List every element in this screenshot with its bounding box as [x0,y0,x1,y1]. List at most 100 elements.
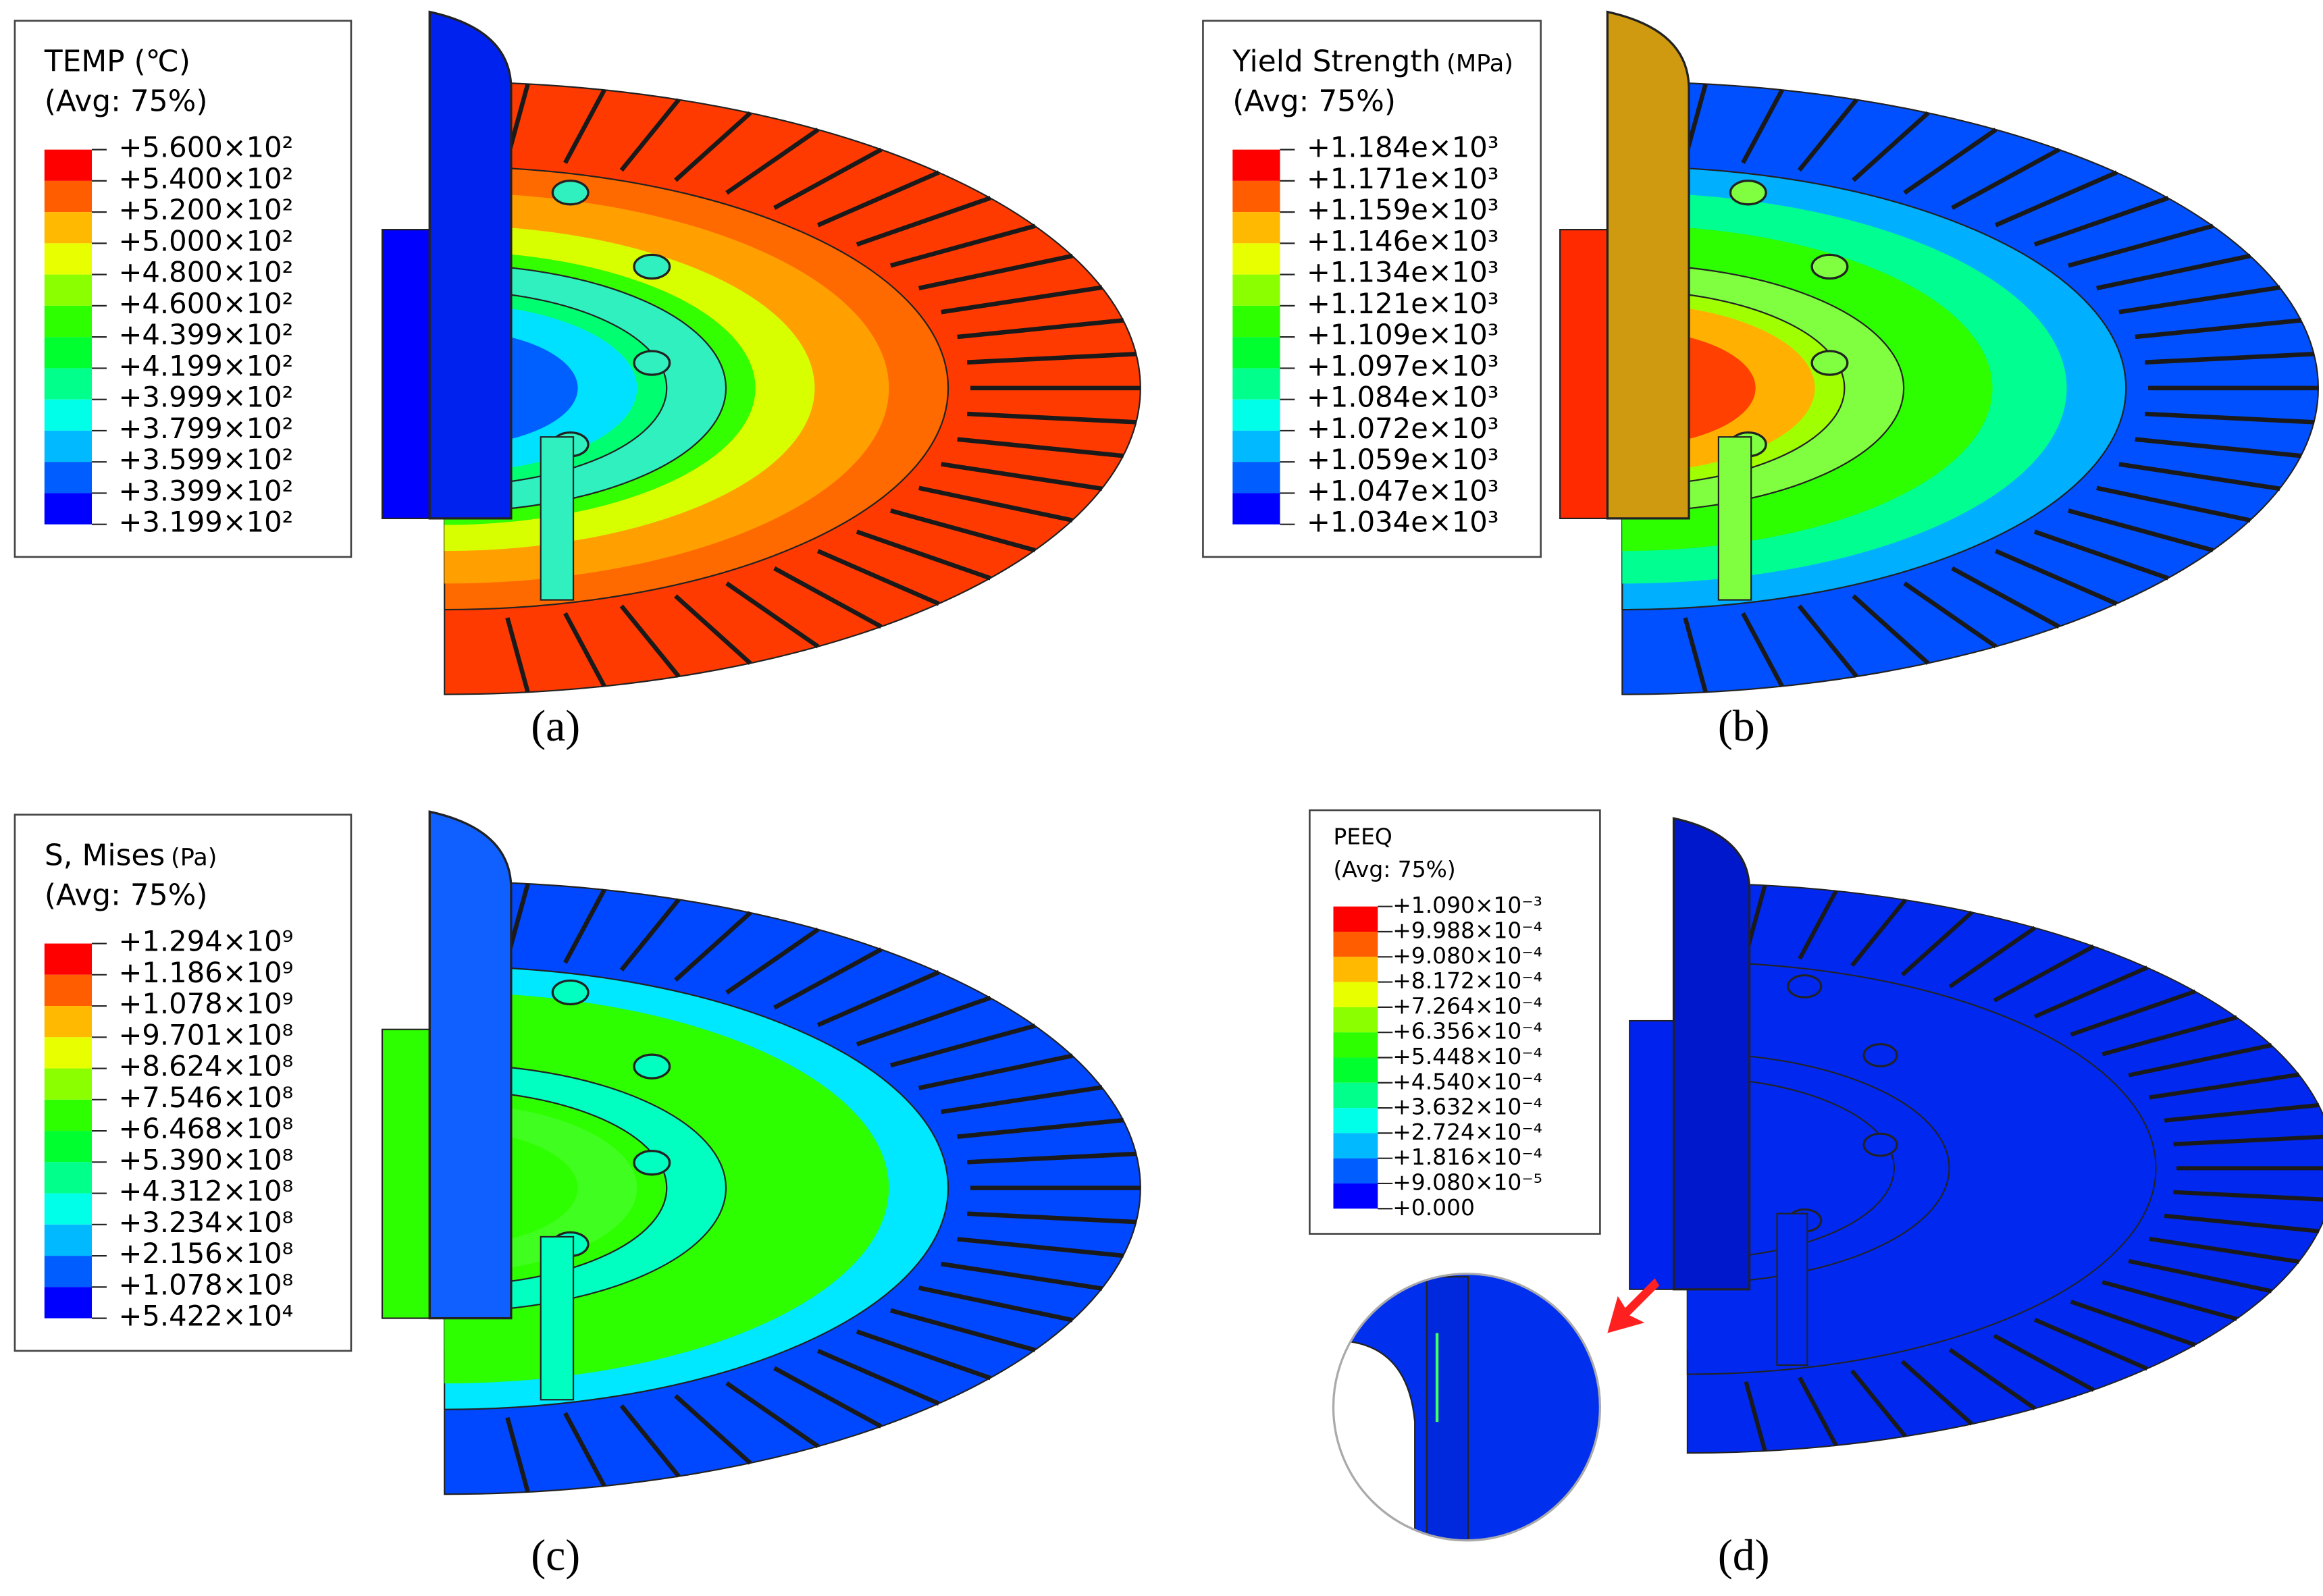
legend-label: +1.034e×10³ [1307,506,1499,539]
fin-slot [2149,1236,2299,1264]
legend-label: +4.540×10⁻⁴ [1392,1068,1542,1094]
fin-slot [918,253,1073,291]
fin-slot [957,437,1124,458]
fin-slot [966,411,1137,425]
legend-swatch [1333,1108,1378,1134]
post [540,1235,575,1401]
legend-title-text: Yield Strength [1232,44,1440,78]
fin-slot [725,927,820,995]
fin-slot [674,1393,752,1465]
legend-swatch [44,1162,93,1194]
legend-swatch [1232,493,1280,525]
fin-slot [674,111,752,182]
legend-label: +6.356×10⁻⁴ [1392,1018,1542,1044]
fin-slot [563,612,606,687]
legend-swatch [1333,982,1378,1007]
bolt-hole [551,979,590,1006]
legend-label: +5.390×10⁸ [119,1143,294,1176]
legend-label: +9.988×10⁻⁴ [1392,917,1542,943]
legend-swatch [44,430,93,462]
fin-slot [1903,128,1998,195]
legend-label: +1.097e×10³ [1307,349,1499,382]
legend-swatch [44,1131,93,1163]
fin-slot [2164,1102,2320,1123]
fin-slot [816,1348,940,1406]
legend-label: +1.816×10⁻⁴ [1392,1144,1542,1170]
legend-label: +5.200×10² [119,193,294,226]
fin-slot [1744,1381,1767,1452]
legend-swatch [44,1193,93,1225]
fin-slot [773,147,883,210]
fin-slot [773,947,883,1010]
fin-slot [1995,170,2118,228]
legend-title-text: TEMP (℃) [44,44,190,78]
fin-slot [2096,485,2251,523]
fin-slot [2164,1213,2320,1233]
legend-swatch [44,1068,93,1100]
legend-label: +1.078×10⁹ [119,987,294,1020]
fin-slot [957,1117,1124,1139]
legend-label: +3.399×10² [119,474,294,507]
legend-label: +6.468×10⁸ [119,1112,294,1145]
post [540,436,575,601]
fin-slot [563,88,606,164]
fin-slot [2102,1280,2238,1321]
bolt-hole [1810,253,1849,280]
legend-label: +8.172×10⁻⁴ [1392,967,1542,994]
bolt-hole [1862,1043,1898,1067]
bolt-hole [633,253,671,280]
legend-label: +5.422×10⁴ [119,1300,294,1333]
legend-swatch [1232,180,1280,213]
fin-slot [2102,1015,2238,1057]
fin-slot [1850,899,1907,967]
legend-label: +7.264×10⁻⁴ [1392,992,1542,1019]
legend-swatch [44,1099,93,1132]
fin-slot [918,1285,1073,1323]
legend-swatch [44,212,93,244]
fin-slot [1993,944,2095,1003]
panel-caption: (b) [1718,701,1770,751]
fin-slot [1903,581,1998,649]
legend-label: +2.724×10⁻⁴ [1392,1119,1542,1145]
pointer-arrow [1607,1278,1660,1333]
legend-swatch [44,337,93,369]
fin-slot [957,1237,1124,1258]
legend-label: +1.047e×10³ [1307,474,1499,507]
panel-caption: (c) [531,1531,580,1580]
fin-slot [2145,411,2315,425]
legend-swatch [1333,931,1378,957]
renders [381,10,2323,1542]
zoom-border [1332,1273,1602,1542]
fin-slot [2135,437,2302,458]
fin-slot [1850,1369,1907,1438]
fin-slot [773,566,883,629]
legend-title-text: PEEQ [1333,824,1392,850]
legend-label: +4.600×10² [119,287,294,320]
legend-subtitle: (Avg: 75%) [45,84,208,119]
fin-slot [966,1211,1137,1225]
fin-slot [2149,1072,2299,1100]
legend-swatch [44,243,93,275]
fin-slot [505,1416,530,1493]
fin-slot [918,1053,1073,1090]
legend-label: +1.159e×10³ [1307,193,1499,226]
fin-slot [1741,88,1784,164]
legend-label: +1.072e×10³ [1307,412,1499,445]
legend-swatch [1333,1057,1378,1083]
fin-slot [856,995,991,1046]
legend-swatch [44,149,93,181]
legend-swatch [44,462,93,494]
legend-swatch [1333,1183,1378,1209]
fin-slot [1798,890,1838,960]
legend-label: +1.186×10⁹ [119,956,294,989]
bolt-hole [633,350,671,376]
legend-label: +1.109e×10³ [1307,318,1499,351]
legend-label: +7.546×10⁸ [119,1081,294,1114]
legend: S, Mises (Pa) (Avg: 75%) +1.294×10⁹+1.186×1… [14,814,353,1352]
fin-slot [619,898,681,972]
legend-label: +4.199×10² [119,349,294,382]
legend-label: +1.090×10⁻³ [1392,892,1542,918]
fin-slot [2118,462,2280,491]
fin-slot [856,529,991,581]
legend-swatch [44,1037,93,1069]
